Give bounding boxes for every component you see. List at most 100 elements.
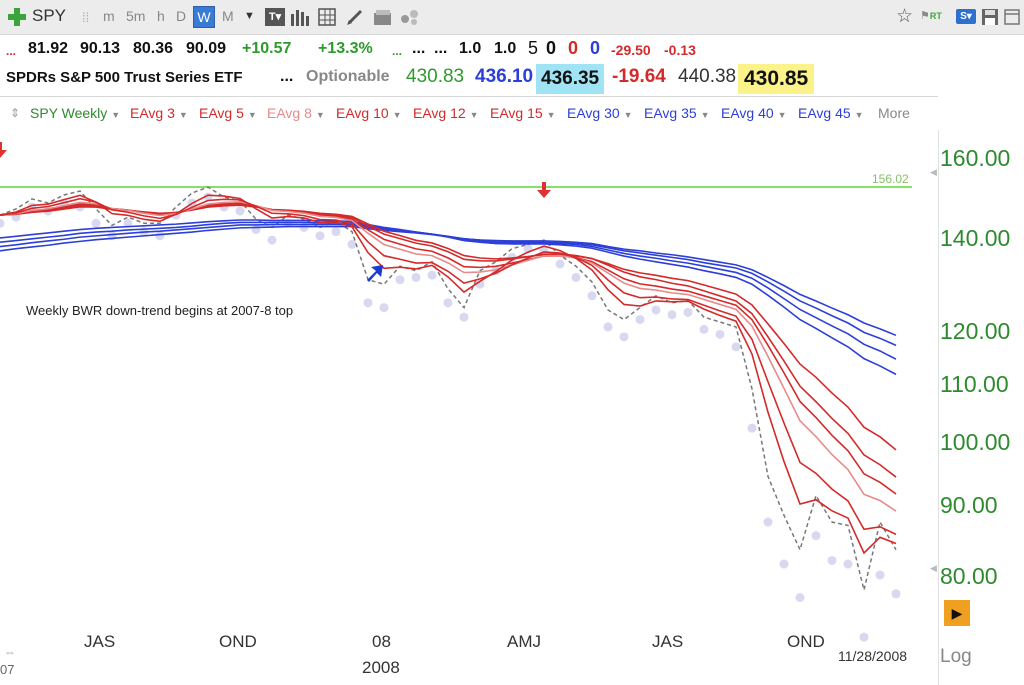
low-dot <box>763 517 773 527</box>
low-dot <box>811 531 821 541</box>
x-tick-jas-2007: JAS <box>84 632 116 651</box>
legend-eavg-40[interactable]: EAvg 40 ▼ <box>721 105 787 121</box>
marker-down-arrow-2 <box>537 182 551 198</box>
y-tick-90: 90.00 <box>940 492 998 518</box>
low-dot <box>251 225 261 235</box>
low-dot <box>0 218 5 228</box>
quote-chg-2: -29.50 <box>611 42 651 58</box>
security-name: SPDRs S&P 500 Trust Series ETF <box>6 69 243 86</box>
s-badge-icon[interactable]: S▾ <box>956 9 976 24</box>
low-dot <box>859 632 869 642</box>
add-icon[interactable] <box>8 8 26 26</box>
legend-eavg-12[interactable]: EAvg 12 ▼ <box>413 105 479 121</box>
low-dot <box>891 589 901 599</box>
quote-size-1: 1.0 <box>459 40 482 57</box>
quote-dots-3: ... <box>280 68 294 85</box>
x-tick-08: 08 <box>372 632 391 651</box>
axis-pointer-icon-2: ◀ <box>930 563 937 573</box>
period-d[interactable]: D <box>176 8 187 24</box>
legend-eavg-45[interactable]: EAvg 45 ▼ <box>798 105 864 121</box>
close-price-line <box>0 186 897 591</box>
period-m-month[interactable]: M <box>222 8 234 24</box>
quote-n3: 0 <box>568 38 579 58</box>
legend-eavg-3[interactable]: EAvg 3 ▼ <box>130 105 188 121</box>
series-eavg-10 <box>0 202 897 495</box>
low-dot <box>715 329 725 339</box>
marker-up-arrow-1 <box>367 265 383 282</box>
quote-change-pct: +13.3% <box>318 40 373 57</box>
indicator-legend: ⇕ SPY Weekly ▼ EAvg 3 ▼ EAvg 5 ▼ EAvg 8 ▼ EA… <box>0 96 938 131</box>
low-dot <box>779 559 789 569</box>
legend-more[interactable]: More <box>878 105 910 121</box>
series-eavg-3 <box>0 194 897 555</box>
low-dot <box>363 298 373 308</box>
flag-rt-icon[interactable]: ⚑RT <box>920 10 942 22</box>
low-dot <box>683 307 693 317</box>
text-tool-icon[interactable]: T▾ <box>265 8 285 26</box>
top-toolbar: SPY ⁞⁞ m 5m h D W M ▼ T▾ ☆ ⚑RT S▾ <box>0 0 1024 35</box>
low-dot <box>731 342 741 352</box>
low-dot <box>827 555 837 565</box>
grid-icon[interactable] <box>318 8 336 31</box>
low-dot <box>395 275 405 285</box>
quote-row-2: SPDRs S&P 500 Trust Series ETF ... Optio… <box>0 64 1024 94</box>
low-dot <box>91 218 101 228</box>
price-chart[interactable]: 156.02 Weekly BWR down-trend begins at 20… <box>0 130 938 685</box>
x-tick-ond-2008: OND <box>787 632 825 651</box>
play-button[interactable]: ▶ <box>944 600 970 626</box>
period-h[interactable]: h <box>157 8 165 24</box>
x-tick-jas-2008: JAS <box>652 632 684 651</box>
legend-eavg-35[interactable]: EAvg 35 ▼ <box>644 105 710 121</box>
reference-line-label: 156.02 <box>872 172 909 186</box>
legend-scroll-icon[interactable]: ⇕ <box>10 106 21 120</box>
legend-eavg-8[interactable]: EAvg 8 ▼ <box>267 105 325 121</box>
legend-eavg-15[interactable]: EAvg 15 ▼ <box>490 105 556 121</box>
quote-dots-green: ... <box>392 44 403 58</box>
window-icon[interactable] <box>1004 8 1020 31</box>
y-tick-140: 140.00 <box>940 225 1011 251</box>
star-icon[interactable]: ☆ <box>896 6 914 27</box>
legend-spy-weekly[interactable]: SPY Weekly ▼ <box>30 105 121 121</box>
bars-icon[interactable] <box>290 8 310 31</box>
legend-eavg-10[interactable]: EAvg 10 ▼ <box>336 105 402 121</box>
price-axis[interactable] <box>938 130 1024 685</box>
series-eavg-8 <box>0 200 897 512</box>
drag-handle-icon[interactable]: ⁞⁞ <box>82 10 90 25</box>
marker-down-arrow-0 <box>0 142 7 158</box>
date-label: 11/28/2008 <box>838 648 908 664</box>
low-dot <box>411 272 421 282</box>
low-dot <box>555 259 565 269</box>
low-dot <box>587 291 597 301</box>
quote-p4: -19.64 <box>612 66 666 87</box>
quote-row-1: ... 81.92 90.13 80.36 90.09 +10.57 +13.3… <box>0 36 1024 64</box>
low-dot <box>571 272 581 282</box>
folder-icon[interactable] <box>373 8 393 31</box>
period-m[interactable]: m <box>103 8 115 24</box>
low-dot <box>635 315 645 325</box>
quote-p2: 436.10 <box>475 66 534 87</box>
quote-n4: 0 <box>590 38 601 58</box>
quote-n1: 5 <box>528 38 539 58</box>
link-icon[interactable] <box>400 8 420 31</box>
y-tick-120: 120.00 <box>940 318 1011 344</box>
save-icon[interactable] <box>981 8 999 31</box>
x-tick-ond-2007: OND <box>219 632 257 651</box>
low-dot <box>347 239 357 249</box>
x-partial-label: 07 <box>0 662 15 677</box>
low-dot <box>315 231 325 241</box>
legend-eavg-5[interactable]: EAvg 5 ▼ <box>199 105 257 121</box>
chart-annotation: Weekly BWR down-trend begins at 2007-8 t… <box>26 303 293 318</box>
y-tick-100: 100.00 <box>940 429 1011 455</box>
period-dropdown-icon[interactable]: ▼ <box>244 10 255 22</box>
resize-icon[interactable]: ⇔ <box>4 645 16 659</box>
axis-pointer-icon: ◀ <box>930 167 937 177</box>
period-5m[interactable]: 5m <box>126 8 146 24</box>
y-tick-110: 110.00 <box>940 371 1009 397</box>
low-dot <box>123 218 133 228</box>
legend-eavg-30[interactable]: EAvg 30 ▼ <box>567 105 633 121</box>
symbol-label[interactable]: SPY <box>32 6 67 25</box>
x-tick-amj-2008: AMJ <box>507 632 541 651</box>
pencil-icon[interactable] <box>346 8 364 31</box>
period-w-active[interactable]: W <box>193 6 215 28</box>
scale-log-label[interactable]: Log <box>940 646 972 667</box>
